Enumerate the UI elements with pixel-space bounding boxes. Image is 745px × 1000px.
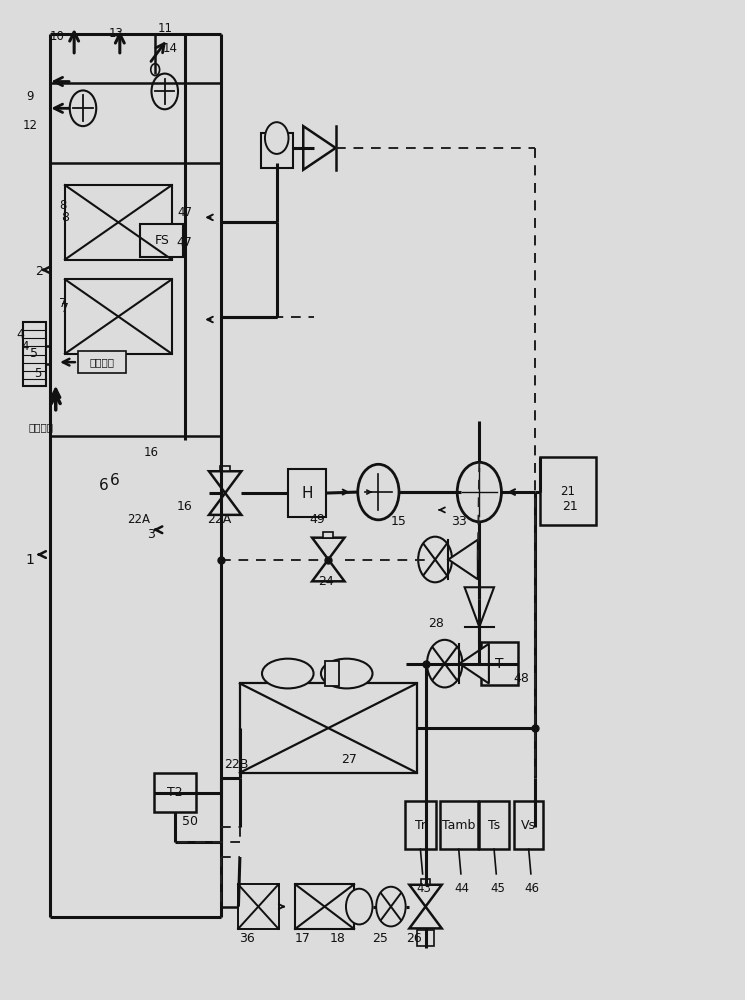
Text: 15: 15 [390,515,406,528]
Ellipse shape [262,659,314,688]
Polygon shape [460,644,489,683]
Polygon shape [409,885,442,907]
Text: 10: 10 [50,30,65,43]
Bar [479,801,509,849]
Text: 5: 5 [34,367,41,380]
Polygon shape [303,126,336,170]
Text: 46: 46 [525,882,540,895]
Text: 4: 4 [16,328,25,341]
Bar [514,801,543,849]
Text: Tamb: Tamb [442,819,475,832]
Text: 7: 7 [61,302,69,315]
Bar [440,801,478,849]
Text: 26: 26 [407,932,422,945]
Polygon shape [409,907,442,928]
Text: 13: 13 [109,27,124,40]
Circle shape [418,537,452,582]
Text: 33: 33 [451,515,467,528]
Bar [141,224,183,257]
Text: 6: 6 [99,478,109,493]
Text: 3: 3 [148,528,156,541]
Circle shape [457,462,501,522]
Text: FS: FS [154,234,169,247]
Text: 1: 1 [25,552,34,566]
Text: Vs: Vs [522,819,536,832]
Bar [65,185,172,260]
Bar [421,879,431,885]
Circle shape [358,464,399,520]
Bar [323,532,333,538]
Text: 14: 14 [162,42,177,55]
Text: 43: 43 [416,882,431,895]
Text: 21: 21 [560,485,576,498]
Text: 8: 8 [60,199,67,212]
Bar [325,661,340,686]
Circle shape [150,64,159,76]
Text: 27: 27 [341,753,357,766]
Text: 44: 44 [455,882,470,895]
Text: 48: 48 [513,672,529,685]
Text: 16: 16 [144,446,159,459]
Text: T2: T2 [168,786,183,799]
Text: 24: 24 [318,575,334,588]
Text: Ts: Ts [488,819,500,832]
Polygon shape [448,540,478,579]
Text: 8: 8 [61,211,69,224]
Text: 9: 9 [26,90,34,103]
Text: 49: 49 [309,513,325,526]
Text: 4: 4 [21,340,28,353]
Ellipse shape [321,659,372,688]
Text: T: T [495,657,504,671]
Bar [77,351,126,373]
Polygon shape [209,471,241,493]
Circle shape [376,887,405,926]
Bar [238,884,279,929]
Bar [22,322,46,386]
Bar [240,683,416,773]
Text: 7: 7 [60,297,67,310]
Circle shape [70,90,96,126]
Text: 22A: 22A [207,513,232,526]
Text: 45: 45 [490,882,505,895]
Text: 22B: 22B [224,758,248,771]
Text: 47: 47 [177,236,193,249]
Polygon shape [312,538,344,560]
Text: 18: 18 [330,932,346,945]
Bar [261,133,293,168]
Circle shape [265,122,288,154]
Bar [221,466,230,471]
Text: 36: 36 [239,932,255,945]
Text: 25: 25 [372,932,388,945]
Bar [65,279,172,354]
Text: 11: 11 [157,22,172,35]
Circle shape [427,640,463,687]
Text: 28: 28 [428,617,444,630]
Bar [481,642,518,685]
Bar [405,801,436,849]
Polygon shape [312,560,344,581]
Text: 21: 21 [562,500,578,513]
Text: 50: 50 [182,815,198,828]
Bar [540,457,596,525]
Bar [416,930,434,946]
Text: 47: 47 [177,206,192,219]
Text: 22A: 22A [127,513,150,526]
Text: 外界大気: 外界大気 [28,423,54,433]
Text: 5: 5 [31,347,39,360]
Text: Tr: Tr [415,819,426,832]
Text: 2: 2 [36,265,43,278]
Circle shape [346,889,372,924]
Polygon shape [209,493,241,515]
Circle shape [151,74,178,109]
Text: 外界大気: 外界大気 [89,357,114,367]
Text: 17: 17 [294,932,311,945]
Text: 16: 16 [177,500,192,513]
Polygon shape [465,587,494,627]
Text: 6: 6 [110,473,119,488]
Text: 12: 12 [22,119,37,132]
Bar [154,773,196,812]
Bar [288,469,326,517]
Bar [295,884,354,929]
Text: H: H [301,486,313,501]
